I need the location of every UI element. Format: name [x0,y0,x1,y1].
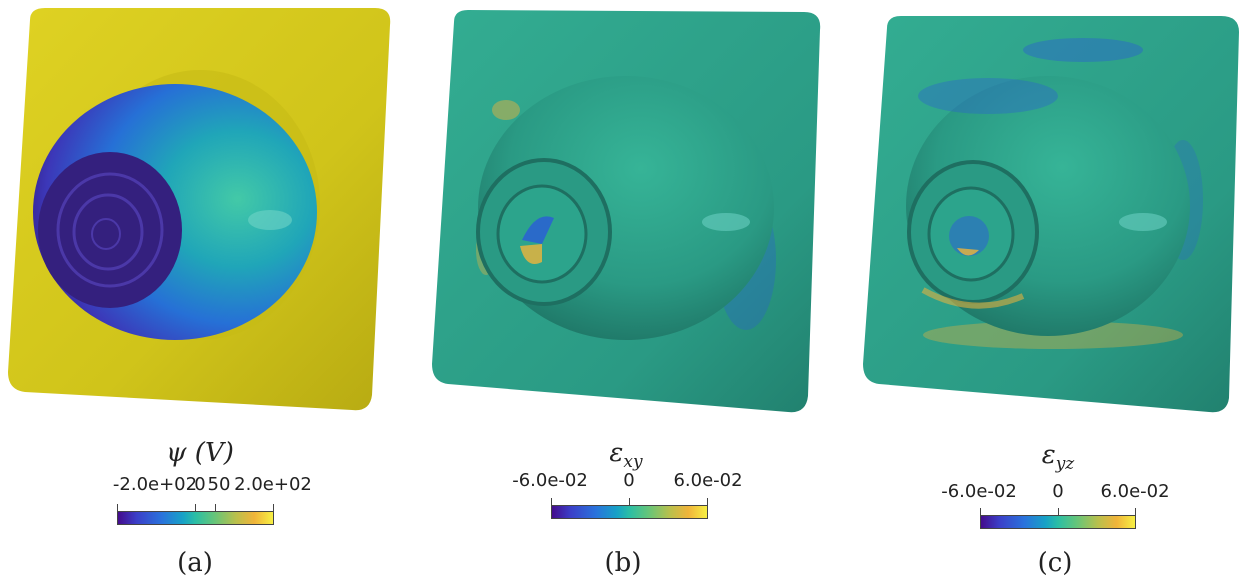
panel-a: ψ (V) -2.0e+02 0 50 2.0e+02 (a) [0,0,400,587]
tick-mark [117,504,118,512]
tick-mark [1058,508,1059,516]
colorbar [117,511,274,525]
colorbar-title: εxy [476,438,776,472]
colorbar-title-subscript: xy [623,452,643,473]
colorbar [551,505,708,519]
tick-label: 2.0e+02 [234,474,312,495]
colorbar-title: ψ (V) [166,438,234,468]
strain-yz-render [863,16,1239,413]
tick-mark [1135,508,1136,516]
tick-mark [273,504,274,512]
panel-label: (b) [604,548,642,578]
tick-label: 0 [623,470,635,491]
tick-label: 0 [194,474,206,495]
colorbar-title: εyz [908,440,1208,474]
tick-mark [215,504,216,512]
tick-label: -6.0e-02 [941,481,1017,502]
colorbar-title-symbol: ε [1041,440,1056,470]
colorbar-title-symbol: ε [609,438,624,468]
tick-label: -6.0e-02 [512,470,588,491]
panel-label: (a) [177,548,213,578]
tick-label: 6.0e-02 [1100,481,1170,502]
tick-label: 6.0e-02 [673,470,743,491]
colorbar [980,515,1136,529]
potential-field-render [8,8,391,411]
tick-label: 0 [1052,481,1064,502]
tick-mark [629,498,630,506]
tick-mark [707,498,708,506]
panel-c: εyz -6.0e-02 0 6.0e-02 (c) [853,0,1253,587]
tick-label: -2.0e+02 [112,474,198,495]
colorbar-title-subscript: yz [1055,454,1075,475]
tick-mark [980,508,981,516]
panel-label: (c) [1037,548,1073,578]
tick-mark [551,498,552,506]
panel-b: εxy -6.0e-02 0 6.0e-02 (b) [426,0,826,587]
tick-label: 50 [207,474,231,495]
strain-xy-render [432,10,821,413]
tick-mark [195,504,196,512]
